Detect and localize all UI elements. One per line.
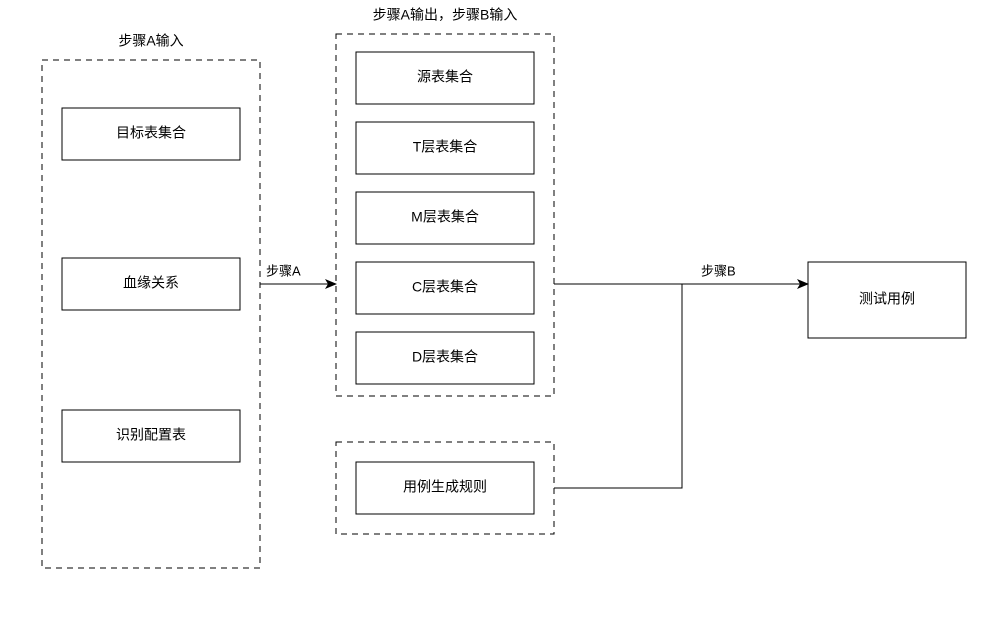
svg-text:D层表集合: D层表集合	[412, 349, 478, 365]
node-src: 源表集合	[356, 52, 534, 104]
node-d: D层表集合	[356, 332, 534, 384]
svg-text:T层表集合: T层表集合	[413, 139, 478, 155]
svg-text:识别配置表: 识别配置表	[116, 427, 186, 443]
svg-text:测试用例: 测试用例	[859, 291, 915, 307]
svg-text:血缘关系: 血缘关系	[123, 275, 179, 291]
node-test: 测试用例	[808, 262, 966, 338]
node-target: 目标表集合	[62, 108, 240, 160]
edge-a-label: 步骤A	[266, 263, 301, 278]
edge-b-branch	[554, 284, 682, 488]
svg-text:M层表集合: M层表集合	[411, 209, 479, 225]
node-blood: 血缘关系	[62, 258, 240, 310]
svg-text:用例生成规则: 用例生成规则	[403, 479, 487, 495]
svg-text:目标表集合: 目标表集合	[116, 125, 186, 141]
node-t: T层表集合	[356, 122, 534, 174]
node-c: C层表集合	[356, 262, 534, 314]
node-m: M层表集合	[356, 192, 534, 244]
group-mid-title: 步骤A输出，步骤B输入	[373, 7, 518, 23]
group-left-title: 步骤A输入	[118, 33, 183, 49]
edge-b-label: 步骤B	[701, 263, 736, 278]
node-config: 识别配置表	[62, 410, 240, 462]
svg-text:源表集合: 源表集合	[417, 69, 473, 85]
node-rule: 用例生成规则	[356, 462, 534, 514]
svg-text:C层表集合: C层表集合	[412, 279, 478, 295]
